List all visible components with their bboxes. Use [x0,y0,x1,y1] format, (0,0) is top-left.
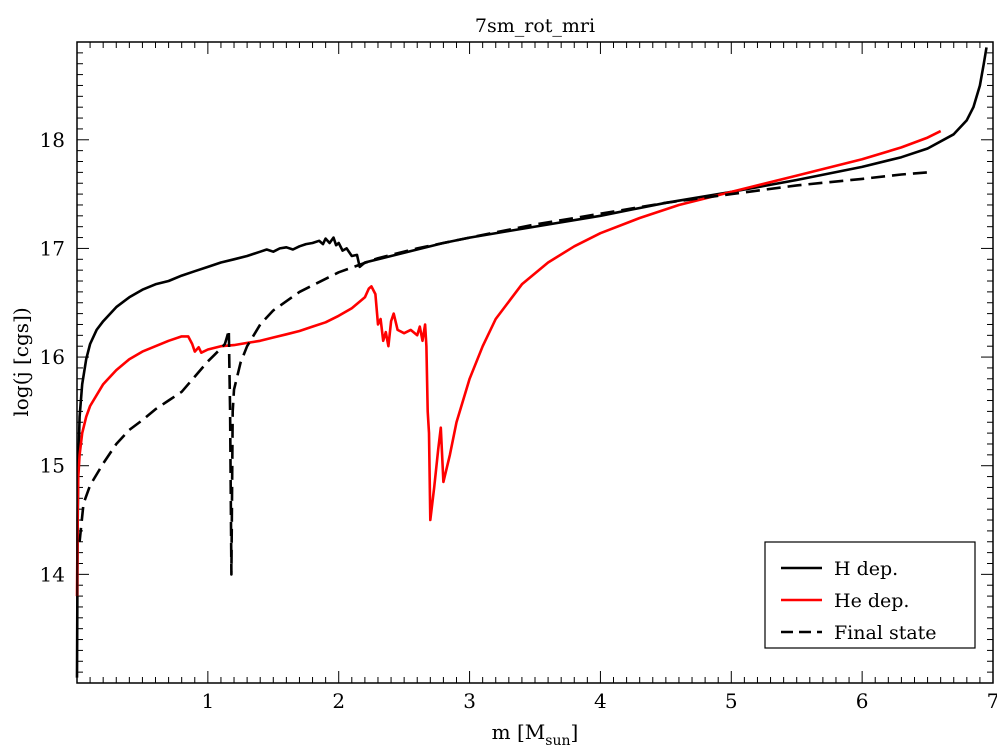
x-tick-label: 4 [594,689,607,713]
series-line-final-state [78,171,928,576]
series-layer [75,47,988,678]
legend-label: He dep. [834,590,909,612]
series-line-he-dep [75,129,942,597]
chart-title: 7sm_rot_mri [475,15,595,37]
legend-label: Final state [834,622,937,644]
x-tick-label: 6 [856,689,869,713]
y-tick-label: 18 [40,128,65,152]
y-tick-label: 15 [40,454,65,478]
x-tick-label: 3 [463,689,476,713]
y-axis-label: log(j [cgs]) [9,307,33,416]
x-tick-label: 7 [987,689,997,713]
axis-ticks [77,42,993,683]
x-tick-label: 2 [332,689,345,713]
x-axis-label: m [Msun] [492,720,579,747]
x-tick-label: 5 [725,689,738,713]
tick-labels: 1 2 3 4 5 6 7 14 15 16 17 18 [40,128,997,713]
plot-frame [76,41,994,684]
legend-box [764,541,976,649]
legend: H dep. He dep. Final state [764,541,976,649]
y-tick-label: 14 [40,562,65,586]
y-tick-label: 17 [40,236,65,260]
legend-label: H dep. [834,558,898,580]
y-tick-label: 16 [40,345,65,369]
x-tick-label: 1 [201,689,214,713]
